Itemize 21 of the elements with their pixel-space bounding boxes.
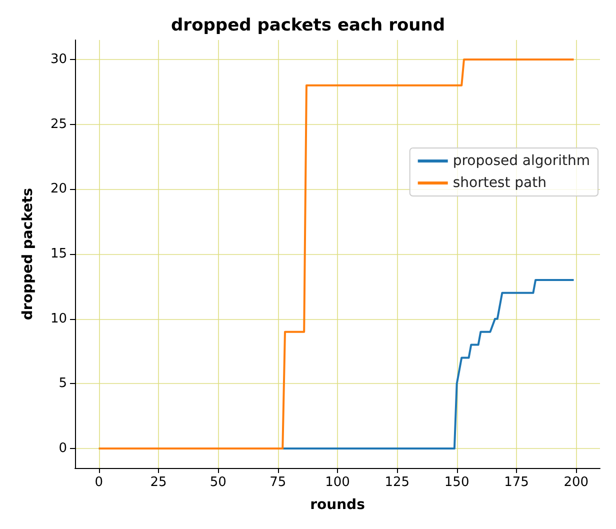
- y-tick-label: 5: [58, 376, 67, 392]
- x-tick-label: 0: [94, 475, 104, 490]
- y-tick-label: 30: [50, 52, 67, 67]
- y-tick-label: 15: [50, 246, 67, 262]
- legend-label: shortest path: [452, 175, 546, 191]
- chart-title: dropped packets each round: [171, 16, 445, 36]
- legend-label: proposed algorithm: [452, 153, 590, 169]
- x-tick-label: 200: [564, 475, 589, 490]
- y-axis-title: dropped packets: [20, 188, 36, 320]
- y-tick-label: 10: [50, 311, 67, 326]
- y-tick-label: 20: [50, 182, 67, 197]
- y-tick-label: 0: [58, 441, 67, 456]
- y-tick-label: 25: [50, 116, 67, 132]
- x-tick-label: 100: [325, 475, 350, 490]
- x-tick-label: 150: [444, 475, 470, 490]
- x-tick-label: 50: [210, 475, 226, 490]
- x-tick-label: 75: [270, 475, 286, 490]
- x-tick-label: 125: [384, 475, 410, 490]
- x-tick-label: 25: [150, 475, 167, 490]
- x-axis-title: rounds: [310, 497, 365, 513]
- x-tick-label: 175: [504, 475, 529, 490]
